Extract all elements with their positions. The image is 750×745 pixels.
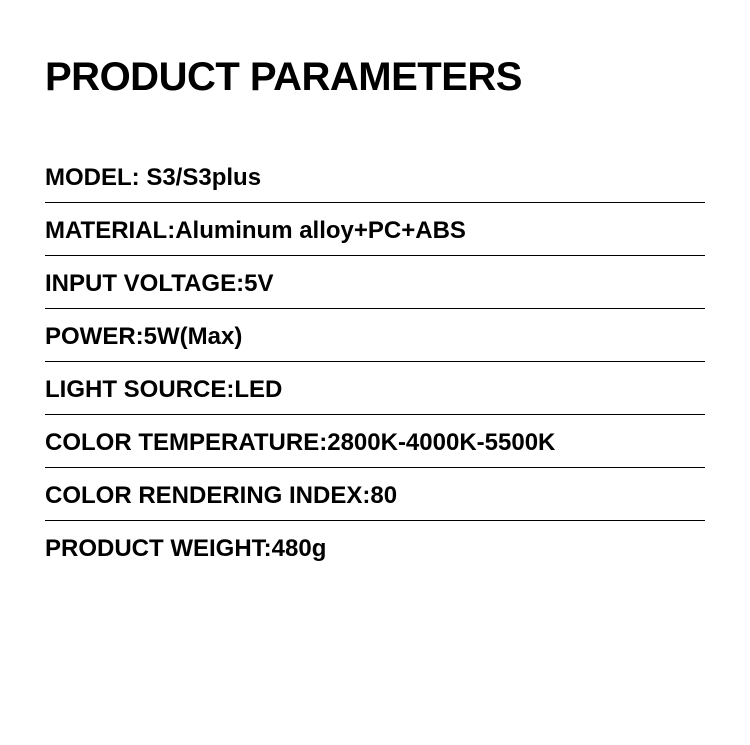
- param-value: 5V: [244, 270, 273, 297]
- param-label: MODEL:: [45, 164, 146, 191]
- param-text: COLOR TEMPERATURE:2800K-4000K-5500K: [45, 429, 555, 456]
- param-text: INPUT VOLTAGE:5V: [45, 270, 273, 297]
- param-value: S3/S3plus: [146, 164, 261, 191]
- param-value: 5W(Max): [144, 323, 243, 350]
- page-title: PRODUCT PARAMETERS: [45, 55, 705, 100]
- param-text: PRODUCT WEIGHT:480g: [45, 535, 326, 562]
- param-row: MODEL: S3/S3plus: [45, 150, 705, 203]
- param-value: 480g: [272, 535, 327, 562]
- param-row: COLOR RENDERING INDEX:80: [45, 468, 705, 521]
- param-label: INPUT VOLTAGE:: [45, 270, 244, 297]
- param-label: POWER:: [45, 323, 144, 350]
- param-label: PRODUCT WEIGHT:: [45, 535, 272, 562]
- param-label: COLOR TEMPERATURE:: [45, 429, 327, 456]
- param-text: POWER:5W(Max): [45, 323, 242, 350]
- param-label: COLOR RENDERING INDEX:: [45, 482, 370, 509]
- param-label: LIGHT SOURCE:: [45, 376, 234, 403]
- param-row: MATERIAL:Aluminum alloy+PC+ABS: [45, 203, 705, 256]
- param-label: MATERIAL:: [45, 217, 175, 244]
- param-text: LIGHT SOURCE:LED: [45, 376, 282, 403]
- param-row: POWER:5W(Max): [45, 309, 705, 362]
- param-value: 2800K-4000K-5500K: [327, 429, 555, 456]
- param-text: MATERIAL:Aluminum alloy+PC+ABS: [45, 217, 466, 244]
- param-row: INPUT VOLTAGE:5V: [45, 256, 705, 309]
- param-row: LIGHT SOURCE:LED: [45, 362, 705, 415]
- param-value: LED: [234, 376, 282, 403]
- param-text: COLOR RENDERING INDEX:80: [45, 482, 397, 509]
- param-row: COLOR TEMPERATURE:2800K-4000K-5500K: [45, 415, 705, 468]
- parameters-list: MODEL: S3/S3plus MATERIAL:Aluminum alloy…: [45, 150, 705, 573]
- param-value: 80: [370, 482, 397, 509]
- param-row: PRODUCT WEIGHT:480g: [45, 521, 705, 573]
- param-text: MODEL: S3/S3plus: [45, 164, 261, 191]
- param-value: Aluminum alloy+PC+ABS: [175, 217, 466, 244]
